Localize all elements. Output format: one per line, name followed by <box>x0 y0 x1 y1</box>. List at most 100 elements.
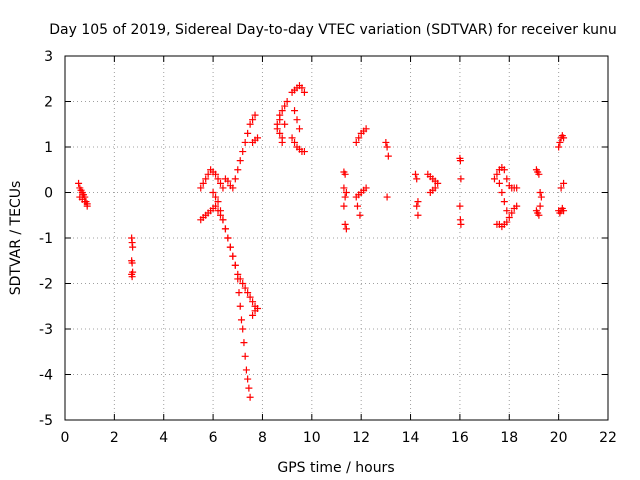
data-point <box>288 134 296 142</box>
data-point <box>204 170 212 178</box>
data-point <box>431 184 439 192</box>
data-point <box>414 211 422 219</box>
x-axis-label: GPS time / hours <box>277 460 394 476</box>
x-tick-label: 22 <box>599 430 617 446</box>
data-point <box>241 352 249 360</box>
data-point <box>209 189 217 196</box>
data-point <box>83 202 91 210</box>
data-point <box>560 134 568 142</box>
data-point <box>341 193 349 201</box>
data-point <box>555 143 563 151</box>
data-point <box>241 138 249 146</box>
data-point <box>383 193 391 201</box>
data-point <box>457 220 465 228</box>
data-point <box>434 179 442 187</box>
data-point <box>503 207 511 215</box>
data-point <box>382 138 390 146</box>
data-point <box>251 111 259 119</box>
data-point <box>244 129 252 137</box>
data-point <box>241 284 249 292</box>
data-point <box>513 202 521 210</box>
data-point <box>493 170 501 178</box>
data-point <box>560 179 568 187</box>
data-point <box>236 157 244 165</box>
x-tick-label: 14 <box>402 430 420 446</box>
data-series-arc-13 <box>424 170 442 196</box>
data-series-arc-2 <box>128 234 137 281</box>
data-point <box>229 184 237 192</box>
data-point <box>244 289 252 297</box>
data-series-arc-9 <box>340 168 350 233</box>
data-point <box>239 148 247 156</box>
data-point <box>81 198 89 206</box>
data-point <box>197 184 205 192</box>
data-point <box>490 175 498 183</box>
data-point <box>202 175 210 183</box>
data-point <box>283 98 291 105</box>
data-point <box>219 216 227 224</box>
data-point <box>411 170 419 178</box>
data-point <box>239 280 247 287</box>
data-point <box>234 166 242 174</box>
data-point <box>249 311 257 319</box>
data-series-arc-16 <box>532 166 545 219</box>
data-point <box>278 107 286 115</box>
data-point <box>229 252 237 260</box>
data-point <box>245 384 253 392</box>
data-point <box>235 289 243 297</box>
data-series-arc-5 <box>209 189 254 401</box>
data-point <box>341 220 349 228</box>
data-point <box>281 102 289 110</box>
data-point <box>535 170 543 178</box>
data-point <box>231 261 239 269</box>
data-point <box>500 198 508 206</box>
data-point <box>414 198 422 206</box>
data-point <box>239 325 247 333</box>
data-point <box>495 179 503 187</box>
data-point <box>212 193 220 201</box>
axis-ticks <box>64 55 609 421</box>
data-series-arc-4 <box>197 202 262 313</box>
x-tick-label: 12 <box>352 430 370 446</box>
data-point <box>291 107 299 115</box>
data-point <box>216 179 224 187</box>
data-series-arc-14 <box>456 154 465 228</box>
data-point <box>536 189 544 196</box>
data-point <box>281 120 289 128</box>
data-point <box>340 184 348 192</box>
data-point <box>356 211 364 219</box>
data-point <box>216 207 224 215</box>
data-point <box>300 88 308 96</box>
x-tick-label: 18 <box>500 430 518 446</box>
data-point <box>342 189 350 196</box>
data-point <box>300 148 308 156</box>
data-point <box>221 225 229 233</box>
data-point <box>498 189 506 196</box>
y-tick-label: -4 <box>39 368 53 384</box>
data-point <box>226 243 234 251</box>
data-point <box>237 316 245 324</box>
data-point <box>251 307 259 315</box>
grid-lines <box>65 56 608 420</box>
data-point <box>413 175 421 183</box>
data-point <box>295 125 303 133</box>
data-point <box>355 134 363 142</box>
data-point <box>298 84 306 92</box>
data-point <box>249 298 257 306</box>
x-tick-label: 2 <box>110 430 119 446</box>
chart-title: Day 105 of 2019, Sidereal Day-to-day VTE… <box>49 22 617 38</box>
data-point <box>536 202 544 210</box>
data-point <box>246 293 254 301</box>
data-point <box>254 134 262 142</box>
x-tick-label: 0 <box>61 430 70 446</box>
data-point <box>249 116 257 124</box>
data-point <box>503 175 511 183</box>
data-point <box>244 375 252 383</box>
y-tick-label: -3 <box>39 322 53 338</box>
x-tick-label: 6 <box>209 430 218 446</box>
data-point <box>212 202 220 210</box>
data-point <box>240 339 248 347</box>
data-point <box>556 138 564 146</box>
y-tick-label: 2 <box>44 95 53 111</box>
x-tick-label: 8 <box>258 430 267 446</box>
